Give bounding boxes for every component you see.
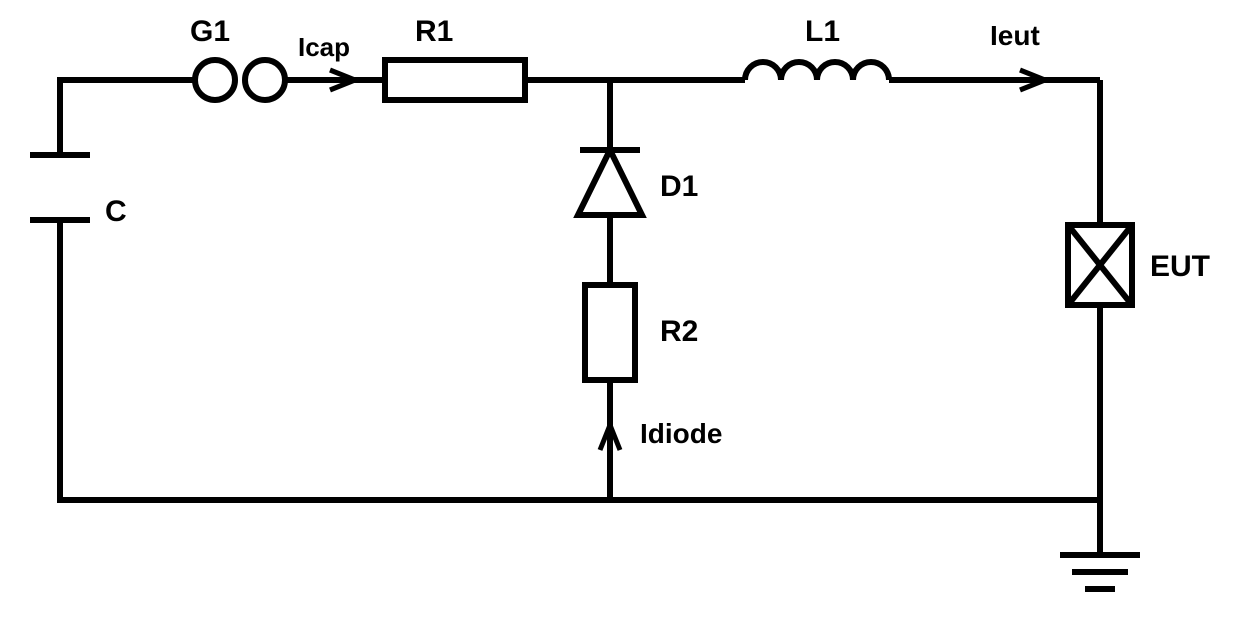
resistor-r2 bbox=[585, 285, 635, 380]
spark-gap-left bbox=[195, 60, 235, 100]
resistor-r1 bbox=[385, 60, 525, 100]
label-idiode: Idiode bbox=[640, 418, 722, 450]
label-g1: G1 bbox=[190, 15, 230, 49]
label-eut: EUT bbox=[1150, 250, 1210, 284]
wire-c-to-g1 bbox=[60, 80, 195, 155]
label-r2: R2 bbox=[660, 315, 698, 349]
label-c: C bbox=[105, 195, 127, 229]
label-ieut: Ieut bbox=[990, 20, 1040, 52]
label-d1: D1 bbox=[660, 170, 698, 204]
circuit-diagram bbox=[0, 0, 1240, 637]
diode-triangle bbox=[578, 150, 642, 215]
label-r1: R1 bbox=[415, 15, 453, 49]
inductor-l1 bbox=[745, 62, 889, 80]
label-l1: L1 bbox=[805, 15, 840, 49]
bottom-rail bbox=[60, 220, 1100, 500]
spark-gap-right bbox=[245, 60, 285, 100]
label-icap: Icap bbox=[298, 32, 350, 63]
